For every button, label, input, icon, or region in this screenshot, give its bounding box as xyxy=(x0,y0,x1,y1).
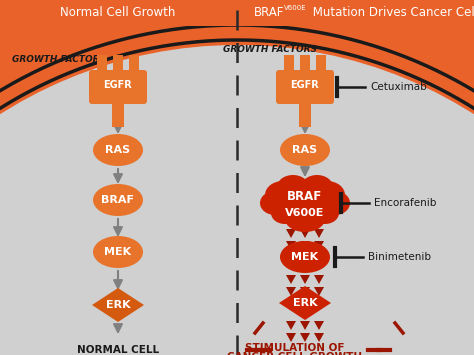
Text: GROWTH FACTORS: GROWTH FACTORS xyxy=(223,45,317,55)
Text: MEK: MEK xyxy=(292,252,319,262)
Ellipse shape xyxy=(279,181,331,225)
Text: RAS: RAS xyxy=(292,145,318,155)
Bar xyxy=(299,99,311,127)
Ellipse shape xyxy=(285,206,325,232)
Ellipse shape xyxy=(260,191,290,215)
Polygon shape xyxy=(314,287,324,296)
Polygon shape xyxy=(286,333,296,342)
Polygon shape xyxy=(300,321,310,330)
Text: ERK: ERK xyxy=(292,298,317,308)
Polygon shape xyxy=(314,321,324,330)
Text: BRAF: BRAF xyxy=(101,195,135,205)
Polygon shape xyxy=(279,286,331,320)
Text: NORMAL CELL
GROWTH: NORMAL CELL GROWTH xyxy=(77,345,159,355)
Polygon shape xyxy=(314,253,324,262)
Polygon shape xyxy=(286,321,296,330)
Text: BRAF: BRAF xyxy=(287,191,323,203)
Text: Binimetenib: Binimetenib xyxy=(368,252,431,262)
FancyBboxPatch shape xyxy=(276,70,334,104)
Text: V600E: V600E xyxy=(285,208,325,218)
Polygon shape xyxy=(300,253,310,262)
Text: BRAF: BRAF xyxy=(254,6,284,20)
Polygon shape xyxy=(286,229,296,238)
Text: Encorafenib: Encorafenib xyxy=(374,198,437,208)
Ellipse shape xyxy=(280,134,330,166)
Polygon shape xyxy=(314,333,324,342)
Ellipse shape xyxy=(271,202,299,224)
Text: ERK: ERK xyxy=(106,300,130,310)
Text: MEK: MEK xyxy=(104,247,132,257)
Bar xyxy=(112,99,124,127)
Ellipse shape xyxy=(309,181,345,209)
Text: GROWTH FACTORS: GROWTH FACTORS xyxy=(12,55,106,65)
Polygon shape xyxy=(286,287,296,296)
Bar xyxy=(316,55,326,75)
Bar xyxy=(97,55,107,75)
Text: V600E: V600E xyxy=(284,5,307,11)
Text: STIMULATION OF: STIMULATION OF xyxy=(245,343,345,353)
Polygon shape xyxy=(314,241,324,250)
Polygon shape xyxy=(286,241,296,250)
Ellipse shape xyxy=(277,175,309,199)
Polygon shape xyxy=(300,229,310,238)
Polygon shape xyxy=(286,253,296,262)
Text: RAS: RAS xyxy=(105,145,130,155)
Ellipse shape xyxy=(93,236,143,268)
Polygon shape xyxy=(300,241,310,250)
Ellipse shape xyxy=(93,184,143,216)
Text: Mutation Drives Cancer Cell Growth: Mutation Drives Cancer Cell Growth xyxy=(309,6,474,20)
Polygon shape xyxy=(286,275,296,284)
Ellipse shape xyxy=(301,175,333,199)
Polygon shape xyxy=(300,275,310,284)
Polygon shape xyxy=(92,288,144,322)
Polygon shape xyxy=(314,299,324,308)
Bar xyxy=(113,55,123,75)
Bar xyxy=(284,55,294,75)
Polygon shape xyxy=(286,299,296,308)
Bar xyxy=(129,55,139,75)
Bar xyxy=(0,0,474,26)
Circle shape xyxy=(0,45,474,355)
Text: Cetuximab: Cetuximab xyxy=(370,82,427,92)
Text: Normal Cell Growth: Normal Cell Growth xyxy=(60,6,176,20)
Polygon shape xyxy=(300,287,310,296)
Text: EGFR: EGFR xyxy=(104,80,132,90)
Ellipse shape xyxy=(93,134,143,166)
Polygon shape xyxy=(300,299,310,308)
FancyBboxPatch shape xyxy=(89,70,147,104)
Text: CANCER CELL GROWTH: CANCER CELL GROWTH xyxy=(228,352,363,355)
Bar xyxy=(300,55,310,75)
Polygon shape xyxy=(300,333,310,342)
Ellipse shape xyxy=(280,241,330,273)
Ellipse shape xyxy=(311,202,339,224)
Text: EGFR: EGFR xyxy=(291,80,319,90)
Polygon shape xyxy=(314,275,324,284)
Ellipse shape xyxy=(265,181,301,209)
Polygon shape xyxy=(314,229,324,238)
Ellipse shape xyxy=(320,191,350,215)
